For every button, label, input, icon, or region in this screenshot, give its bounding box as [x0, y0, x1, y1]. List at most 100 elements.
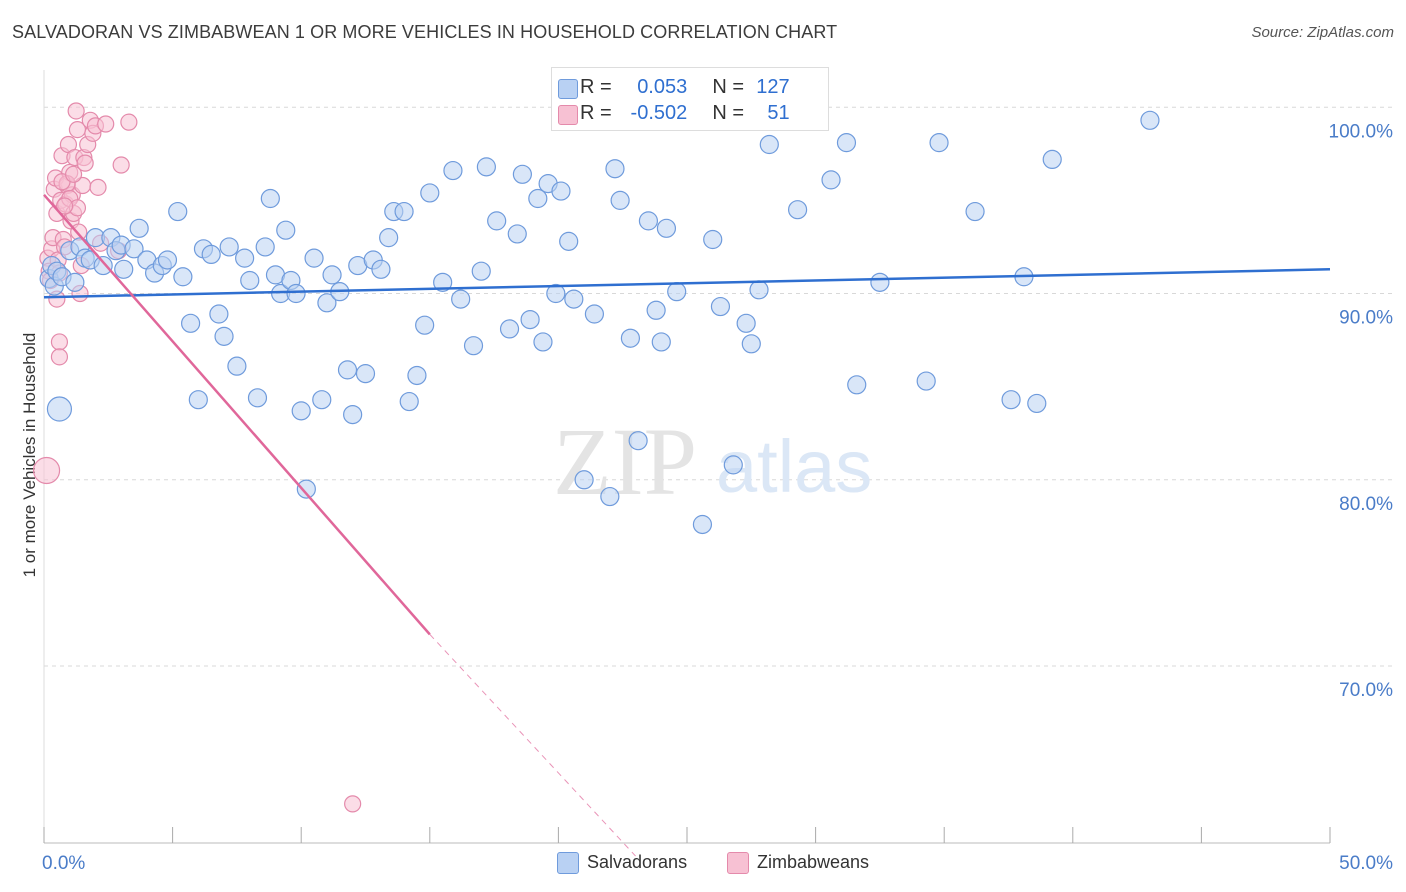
salvadoran-point [1140, 110, 1160, 130]
bottom-legend-swatch-pink [727, 852, 749, 874]
salvadoran-point [646, 300, 666, 320]
watermark: ZIP atlas [553, 408, 872, 515]
salvadoran-point [209, 304, 229, 324]
y-tick-label: 80.0% [1339, 494, 1393, 515]
legend-swatch-blue [558, 79, 578, 99]
salvadoran-point [929, 133, 949, 153]
salvadoran-point [317, 293, 337, 313]
salvadoran-point [471, 261, 491, 281]
salvadoran-point [574, 470, 594, 490]
salvadoran-point [520, 309, 540, 330]
salvadoran-point [371, 259, 391, 279]
salvadoran-point [1042, 149, 1062, 170]
salvadoran-point [337, 360, 358, 380]
salvadoran-point [551, 181, 571, 201]
salvadoran-point [723, 455, 743, 475]
zimbabwean-point [76, 154, 94, 172]
salvadoran-point [533, 332, 553, 352]
salvadoran-point [1001, 390, 1021, 410]
salvadoran-point [759, 134, 779, 155]
salvadoran-point [399, 391, 419, 412]
salvadoran-point [1027, 393, 1047, 414]
salvadoran-point [129, 218, 149, 238]
salvadoran-point [836, 133, 857, 153]
zimbabwean-point [112, 156, 130, 174]
salvadoran-point [304, 248, 324, 268]
salvadoran-point [420, 183, 440, 203]
salvadoran-point [463, 336, 484, 356]
salvadoran-point [124, 239, 144, 259]
salvadoran-point [667, 282, 687, 302]
legend-r-value: -0.502 [630, 102, 688, 124]
zimbabwean-point [50, 333, 69, 351]
bottom-legend-zimbabweans: Zimbabweans [727, 852, 869, 874]
zimbabwean-points [32, 102, 362, 813]
legend-r-value: 0.053 [637, 76, 688, 98]
salvadoran-point [201, 244, 221, 265]
legend-r-label: R = [580, 76, 612, 98]
zimbabwean-point [89, 178, 107, 196]
salvadoran-point [638, 211, 659, 231]
salvadoran-point [443, 160, 463, 181]
bottom-legend-salvadorans: Salvadorans [557, 852, 688, 874]
salvadoran-point [710, 296, 731, 317]
salvadoran-point [499, 319, 520, 339]
salvadoran-point [620, 328, 641, 348]
zimbabwean-trend-extension [429, 634, 636, 857]
zimbabwean-trend-line [43, 193, 431, 636]
salvadoran-point [394, 201, 414, 222]
salvadoran-point [433, 272, 453, 292]
salvadoran-point [343, 404, 363, 425]
salvadoran-point [703, 229, 723, 250]
salvadoran-point [235, 248, 255, 268]
salvadoran-point [736, 313, 756, 333]
axes [43, 70, 1331, 844]
salvadoran-point [322, 265, 342, 285]
zimbabwean-point [344, 795, 362, 813]
salvadoran-point [276, 220, 296, 240]
legend-r-label: R = [580, 102, 612, 124]
salvadoran-point [656, 218, 677, 238]
salvadoran-point [628, 431, 648, 451]
salvadoran-point [415, 315, 435, 335]
salvadoran-point [286, 283, 306, 304]
salvadoran-point [312, 390, 332, 410]
salvadoran-point [181, 313, 201, 333]
y-tick-label: 100.0% [1329, 121, 1394, 142]
salvadoran-point [219, 237, 239, 257]
salvadoran-point [46, 396, 73, 422]
chart-title: SALVADORAN VS ZIMBABWEAN 1 OR MORE VEHIC… [12, 22, 838, 42]
zimbabwean-point [50, 348, 69, 366]
salvadoran-point [741, 334, 761, 354]
salvadoran-point [610, 190, 630, 210]
stats-legend: R = 0.053 N = 127 R = -0.502 N = 51 [551, 67, 829, 131]
legend-n-label: N = [712, 102, 745, 124]
salvadoran-point [916, 371, 936, 391]
salvadoran-point [93, 255, 113, 276]
salvadoran-point [476, 157, 496, 177]
y-tick-label: 70.0% [1339, 680, 1393, 701]
salvadoran-point [965, 201, 985, 222]
zimbabwean-point [32, 456, 61, 485]
salvadoran-point [379, 228, 399, 248]
zimbabwean-point [67, 102, 85, 120]
x-tick-label-min: 0.0% [42, 853, 85, 874]
gridlines [44, 106, 1392, 667]
salvadoran-point [157, 250, 178, 270]
salvadoran-point [749, 280, 769, 300]
salvadoran-point [296, 479, 316, 499]
zimbabwean-point [55, 197, 74, 215]
salvadoran-point [787, 200, 808, 220]
salvadoran-trend-line [43, 268, 1331, 299]
salvadoran-point [247, 388, 268, 408]
salvadoran-point [227, 356, 247, 376]
bottom-legend-label: Salvadorans [587, 852, 688, 872]
salvadoran-point [546, 283, 566, 304]
salvadoran-point [173, 267, 193, 287]
salvadoran-point [564, 289, 584, 309]
salvadoran-point [512, 164, 532, 184]
x-tick-label-max: 50.0% [1339, 853, 1393, 874]
salvadoran-point [870, 272, 890, 292]
salvadoran-point [407, 365, 427, 386]
salvadoran-point [847, 375, 867, 395]
